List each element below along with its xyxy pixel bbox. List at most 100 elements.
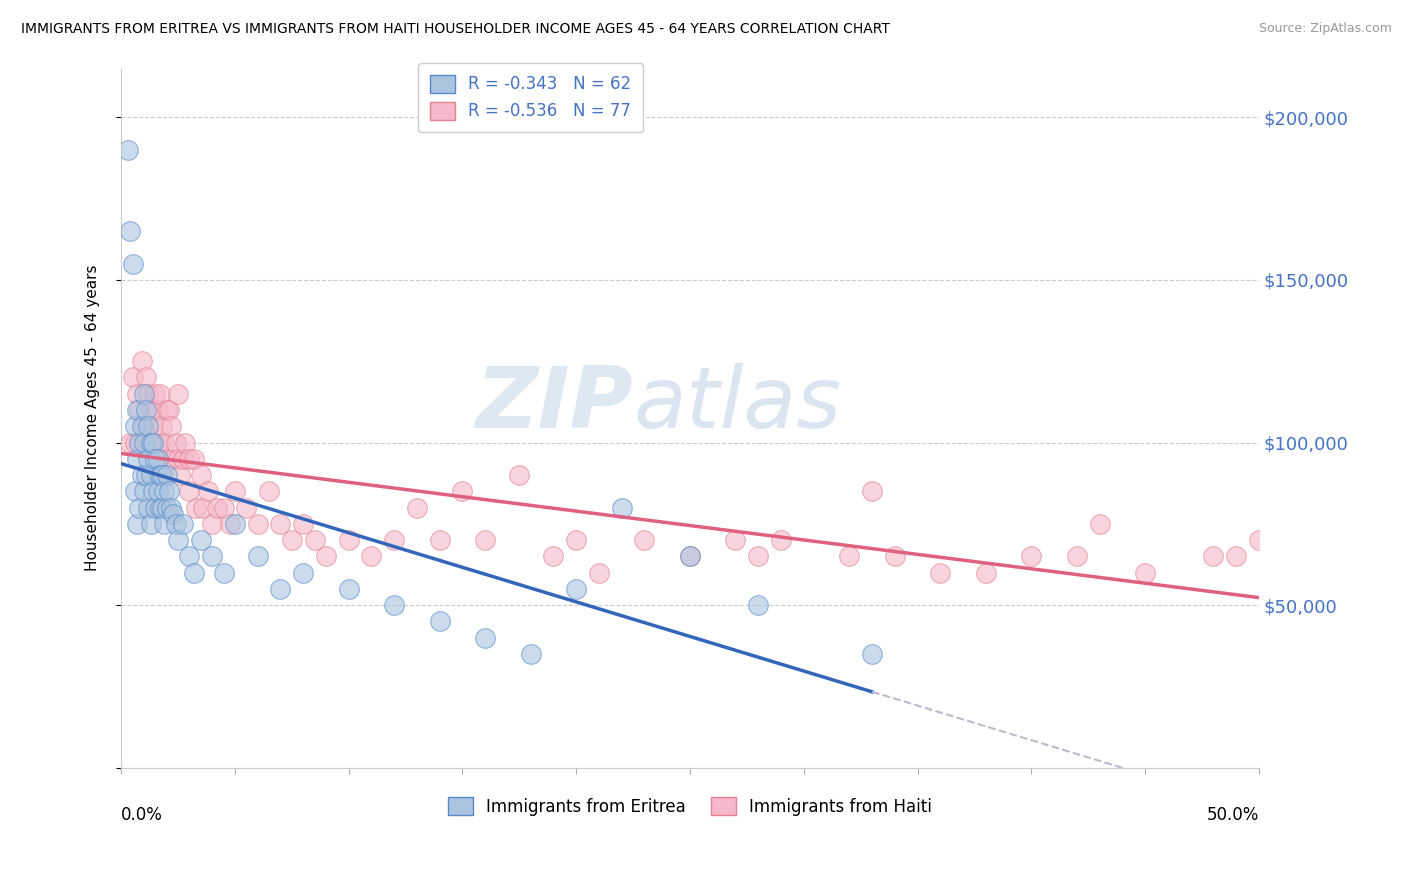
Point	[160, 419, 183, 434]
Point	[143, 500, 166, 515]
Point	[360, 549, 382, 564]
Point	[292, 516, 315, 531]
Point	[337, 582, 360, 596]
Point	[128, 403, 150, 417]
Point	[150, 468, 173, 483]
Point	[838, 549, 860, 564]
Point	[173, 435, 195, 450]
Point	[565, 533, 588, 547]
Point	[183, 566, 205, 580]
Point	[269, 516, 291, 531]
Point	[156, 403, 179, 417]
Point	[1247, 533, 1270, 547]
Point	[1225, 549, 1247, 564]
Point	[120, 435, 142, 450]
Point	[138, 451, 160, 466]
Point	[149, 386, 172, 401]
Point	[474, 533, 496, 547]
Point	[565, 582, 588, 596]
Point	[139, 468, 162, 483]
Point	[883, 549, 905, 564]
Point	[246, 549, 269, 564]
Point	[543, 549, 565, 564]
Point	[125, 386, 148, 401]
Point	[974, 566, 997, 580]
Point	[128, 500, 150, 515]
Point	[235, 500, 257, 515]
Point	[132, 484, 155, 499]
Point	[197, 484, 219, 499]
Legend: Immigrants from Eritrea, Immigrants from Haiti: Immigrants from Eritrea, Immigrants from…	[441, 790, 939, 822]
Point	[224, 484, 246, 499]
Point	[128, 435, 150, 450]
Point	[153, 484, 176, 499]
Point	[117, 143, 139, 157]
Point	[588, 566, 610, 580]
Point	[131, 468, 153, 483]
Point	[120, 224, 142, 238]
Point	[724, 533, 747, 547]
Point	[143, 468, 166, 483]
Point	[201, 516, 224, 531]
Y-axis label: Householder Income Ages 45 - 64 years: Householder Income Ages 45 - 64 years	[86, 265, 100, 572]
Point	[125, 516, 148, 531]
Point	[138, 419, 160, 434]
Point	[191, 500, 214, 515]
Point	[121, 370, 143, 384]
Point	[292, 566, 315, 580]
Point	[132, 419, 155, 434]
Point	[205, 500, 228, 515]
Point	[769, 533, 792, 547]
Point	[1202, 549, 1225, 564]
Text: Source: ZipAtlas.com: Source: ZipAtlas.com	[1258, 22, 1392, 36]
Point	[246, 516, 269, 531]
Point	[1019, 549, 1042, 564]
Point	[860, 647, 883, 661]
Point	[124, 419, 146, 434]
Point	[124, 435, 146, 450]
Point	[167, 533, 190, 547]
Point	[172, 451, 194, 466]
Point	[183, 451, 205, 466]
Point	[131, 419, 153, 434]
Text: atlas: atlas	[633, 363, 841, 446]
Point	[139, 435, 162, 450]
Text: ZIP: ZIP	[475, 363, 633, 446]
Point	[172, 516, 194, 531]
Point	[160, 500, 183, 515]
Point	[142, 419, 165, 434]
Point	[138, 500, 160, 515]
Point	[132, 386, 155, 401]
Point	[219, 516, 242, 531]
Point	[149, 435, 172, 450]
Point	[474, 631, 496, 645]
Text: 0.0%: 0.0%	[121, 806, 163, 824]
Point	[190, 468, 212, 483]
Point	[382, 533, 405, 547]
Point	[150, 419, 173, 434]
Point	[179, 484, 201, 499]
Point	[149, 500, 172, 515]
Point	[153, 516, 176, 531]
Point	[269, 582, 291, 596]
Point	[747, 549, 769, 564]
Point	[135, 468, 157, 483]
Point	[382, 598, 405, 612]
Point	[315, 549, 337, 564]
Point	[257, 484, 280, 499]
Point	[747, 598, 769, 612]
Text: IMMIGRANTS FROM ERITREA VS IMMIGRANTS FROM HAITI HOUSEHOLDER INCOME AGES 45 - 64: IMMIGRANTS FROM ERITREA VS IMMIGRANTS FR…	[21, 22, 890, 37]
Point	[139, 516, 162, 531]
Point	[165, 435, 187, 450]
Point	[610, 500, 633, 515]
Point	[125, 451, 148, 466]
Point	[143, 451, 166, 466]
Point	[149, 468, 172, 483]
Point	[429, 533, 451, 547]
Point	[125, 403, 148, 417]
Point	[429, 615, 451, 629]
Point	[142, 484, 165, 499]
Point	[679, 549, 702, 564]
Point	[1088, 516, 1111, 531]
Point	[121, 257, 143, 271]
